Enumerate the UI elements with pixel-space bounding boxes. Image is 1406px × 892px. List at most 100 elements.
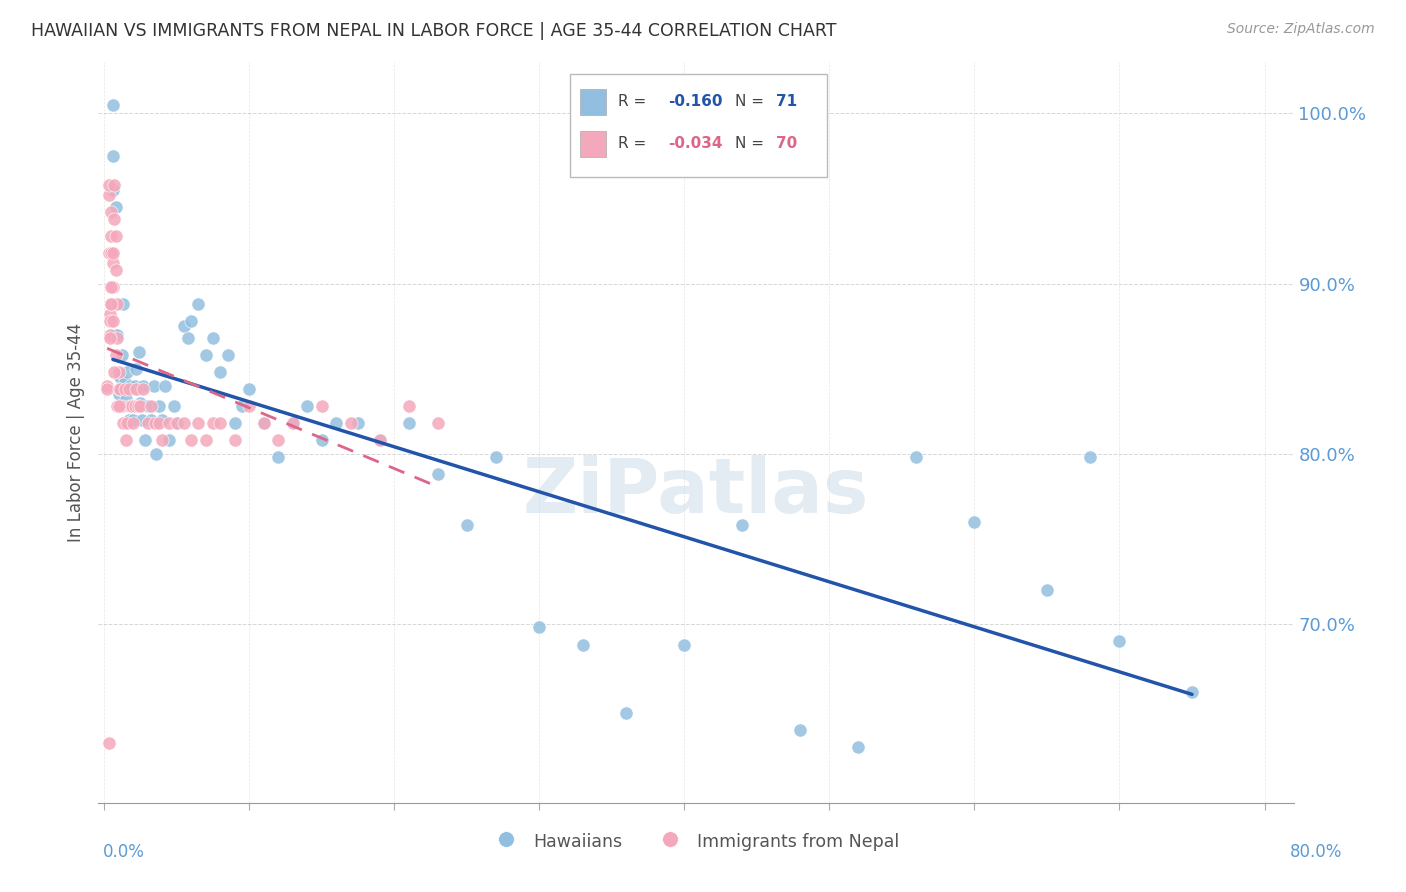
- Point: [217, 348, 239, 362]
- Point: [108, 382, 131, 396]
- Text: 0.0%: 0.0%: [103, 843, 145, 861]
- Bar: [581, 131, 606, 157]
- Point: [100, 297, 122, 311]
- Point: [105, 331, 128, 345]
- Point: [398, 417, 420, 431]
- Point: [136, 417, 159, 431]
- Point: [125, 382, 148, 396]
- Point: [325, 417, 347, 431]
- Point: [127, 382, 149, 396]
- Point: [673, 638, 696, 652]
- Point: [115, 392, 138, 407]
- Point: [485, 450, 508, 465]
- Point: [100, 246, 122, 260]
- Point: [905, 450, 928, 465]
- Point: [209, 365, 232, 379]
- Text: 71: 71: [776, 95, 797, 109]
- Point: [100, 297, 122, 311]
- Point: [121, 399, 143, 413]
- Point: [128, 344, 150, 359]
- Point: [101, 280, 124, 294]
- Bar: [571, 73, 827, 178]
- Point: [112, 417, 135, 431]
- Text: -0.034: -0.034: [668, 136, 723, 152]
- Point: [848, 739, 870, 754]
- Point: [238, 382, 260, 396]
- Point: [963, 515, 986, 529]
- Point: [100, 205, 122, 219]
- Point: [96, 382, 118, 396]
- Point: [131, 413, 153, 427]
- Point: [108, 370, 131, 384]
- Point: [614, 706, 637, 720]
- Text: R =: R =: [619, 136, 651, 152]
- Point: [98, 307, 121, 321]
- Point: [117, 365, 139, 379]
- Point: [731, 518, 754, 533]
- Point: [132, 382, 155, 396]
- Point: [173, 319, 195, 334]
- Point: [121, 399, 143, 413]
- Point: [231, 399, 253, 413]
- Point: [143, 417, 166, 431]
- Point: [118, 382, 141, 396]
- Point: [136, 399, 159, 413]
- Text: N =: N =: [735, 136, 769, 152]
- Point: [150, 413, 173, 427]
- Point: [153, 379, 176, 393]
- Point: [194, 434, 217, 448]
- Point: [103, 365, 125, 379]
- Point: [98, 331, 121, 345]
- Point: [103, 178, 125, 192]
- Point: [166, 417, 188, 431]
- Point: [159, 434, 181, 448]
- Point: [105, 399, 128, 413]
- Point: [339, 417, 361, 431]
- Point: [398, 399, 420, 413]
- Point: [139, 399, 162, 413]
- Point: [100, 280, 122, 294]
- Point: [129, 399, 152, 413]
- Legend: Hawaiians, Immigrants from Nepal: Hawaiians, Immigrants from Nepal: [484, 822, 908, 861]
- Point: [1181, 685, 1204, 699]
- Point: [107, 382, 129, 396]
- Point: [281, 417, 304, 431]
- Point: [267, 434, 290, 448]
- Point: [426, 467, 449, 482]
- Point: [209, 417, 232, 431]
- Point: [107, 387, 129, 401]
- Point: [139, 413, 162, 427]
- Point: [148, 399, 170, 413]
- Point: [159, 417, 181, 431]
- Point: [98, 314, 121, 328]
- Point: [97, 178, 120, 192]
- Point: [187, 417, 209, 431]
- Point: [166, 417, 188, 431]
- Point: [111, 399, 134, 413]
- Point: [150, 434, 173, 448]
- Point: [529, 620, 551, 634]
- Point: [145, 447, 167, 461]
- Point: [148, 417, 170, 431]
- Point: [187, 297, 209, 311]
- Point: [311, 434, 333, 448]
- Point: [105, 327, 128, 342]
- Point: [311, 399, 333, 413]
- Point: [224, 417, 246, 431]
- Point: [97, 736, 120, 750]
- Point: [103, 212, 125, 227]
- Point: [114, 376, 136, 390]
- Point: [104, 348, 127, 362]
- Point: [122, 413, 145, 427]
- Point: [97, 188, 120, 202]
- Point: [368, 434, 391, 448]
- Point: [101, 314, 124, 328]
- Point: [101, 183, 124, 197]
- Point: [103, 327, 125, 342]
- Point: [111, 348, 134, 362]
- Text: R =: R =: [619, 95, 651, 109]
- Point: [98, 327, 121, 342]
- Point: [173, 417, 195, 431]
- Point: [201, 417, 224, 431]
- Bar: [581, 88, 606, 115]
